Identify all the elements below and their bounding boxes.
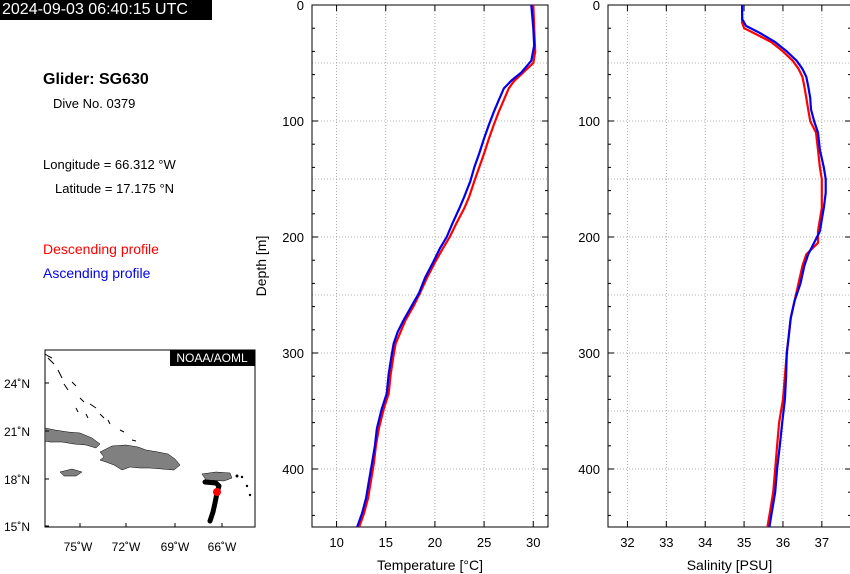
map-badge: NOAA/AOML	[176, 351, 248, 365]
temperature-profile-chart: 0 100 200 300 400 10 15 20 25 30 Temperature [°C] D…	[253, 0, 549, 573]
sal-y-tick-label: 400	[578, 462, 600, 477]
sal-x-tick-label: 34	[698, 535, 712, 550]
map-badge-bg	[170, 350, 255, 366]
map-ticks	[45, 382, 223, 527]
temp-descending-line	[358, 4, 537, 528]
map-lat-tick: 21˚N	[4, 425, 30, 439]
island-hispaniola	[99, 444, 181, 471]
temp-y-tick-label: 400	[282, 462, 304, 477]
temp-plot-frame	[311, 4, 549, 528]
temp-x-tick-label: 10	[329, 535, 343, 550]
temp-x-tick-label: 30	[526, 535, 540, 550]
latitude-readout: Latitude = 17.175 °N	[55, 181, 175, 196]
legend-descending: Descending profile	[43, 241, 159, 257]
glider-title: Glider: SG630	[43, 71, 149, 88]
sal-x-tick-label: 32	[620, 535, 634, 550]
temp-y-tick-label: 300	[282, 346, 304, 361]
map-lat-tick: 24˚N	[4, 377, 30, 391]
florida-coast	[44, 353, 53, 359]
island-jamaica	[59, 468, 83, 477]
timestamp-banner: 2024-09-03 06:40:15 UTC	[0, 0, 212, 20]
map-lon-tick: 75˚W	[64, 540, 93, 554]
temp-y-axis-label: Depth [m]	[253, 236, 269, 297]
sal-y-tick-label: 200	[578, 230, 600, 245]
sal-plot-frame	[607, 4, 850, 528]
sal-y-tick-label: 100	[578, 114, 600, 129]
small-island	[235, 474, 239, 478]
map-lon-tick: 66˚W	[208, 540, 237, 554]
sal-x-axis-label: Salinity [PSU]	[687, 557, 773, 573]
map-lat-tick: 18˚N	[4, 473, 30, 487]
temp-x-axis-label: Temperature [°C]	[377, 557, 483, 573]
temp-x-tick-label: 20	[428, 535, 442, 550]
temp-x-tick-label: 15	[379, 535, 393, 550]
sal-x-tick-label: 37	[815, 535, 829, 550]
salinity-profile-chart: 0 100 200 300 400 32 33 34 35 36 37 Salinity [PSU]	[578, 0, 850, 573]
island-cuba	[44, 427, 101, 449]
map-lon-tick: 72˚W	[112, 540, 141, 554]
small-island	[240, 475, 244, 479]
temp-y-tick-label: 100	[282, 114, 304, 129]
sal-descending-line	[741, 5, 823, 528]
legend-ascending: Ascending profile	[43, 265, 151, 281]
small-island	[248, 493, 252, 497]
map-lon-tick: 69˚W	[161, 540, 190, 554]
sal-ascending-line	[741, 5, 827, 528]
dive-number: Dive No. 0379	[53, 96, 136, 111]
temp-ascending-line	[356, 4, 536, 528]
map-lat-tick: 15˚N	[4, 520, 30, 534]
sal-x-tick-label: 36	[776, 535, 790, 550]
sal-x-tick-label: 33	[659, 535, 673, 550]
map-inset: NOAA/AOML 24˚N 21˚N 18˚N 15˚N 75˚W	[4, 349, 256, 554]
temp-x-tick-label: 25	[477, 535, 491, 550]
longitude-readout: Longitude = 66.312 °W	[43, 157, 176, 172]
sal-y-tick-label: 0	[593, 0, 600, 13]
bahamas-coast	[47, 357, 137, 442]
glider-position-marker	[213, 488, 221, 496]
sal-x-tick-label: 35	[737, 535, 751, 550]
small-island	[245, 484, 249, 488]
temp-y-tick-label: 200	[282, 230, 304, 245]
temp-y-tick-label: 0	[297, 0, 304, 13]
sal-y-tick-label: 300	[578, 346, 600, 361]
